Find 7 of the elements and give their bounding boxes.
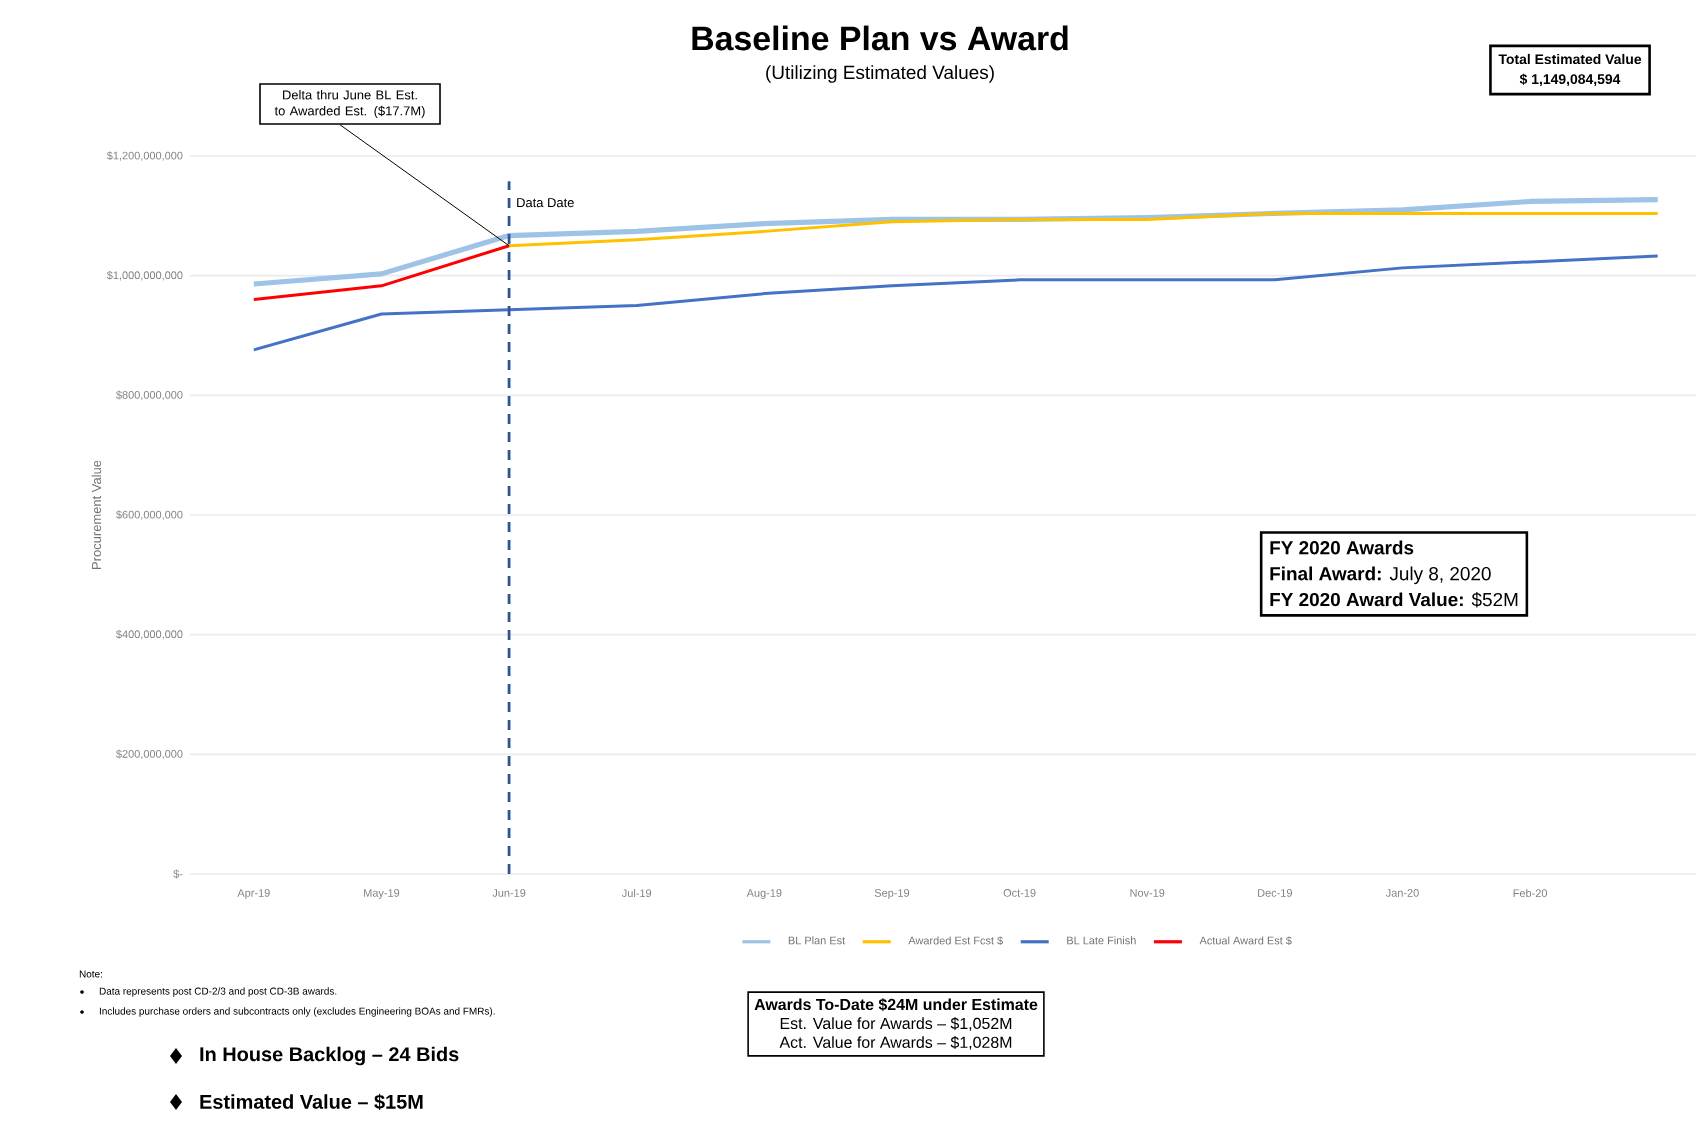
annotation: FY 2020 Awards bbox=[1270, 540, 1414, 555]
annotation: FY 2020 Award Value: $52M bbox=[1270, 592, 1518, 608]
annotation: Final Award: July 8, 2020 bbox=[1270, 566, 1491, 585]
text: In House Backlog – 24 Bids bbox=[200, 1046, 459, 1066]
text: Estimated Value – $15M bbox=[200, 1093, 423, 1111]
chart-subtitle: (Utilizing Estimated Values) bbox=[766, 65, 994, 83]
chart-title: Baseline Plan vs Award bbox=[692, 25, 1068, 51]
